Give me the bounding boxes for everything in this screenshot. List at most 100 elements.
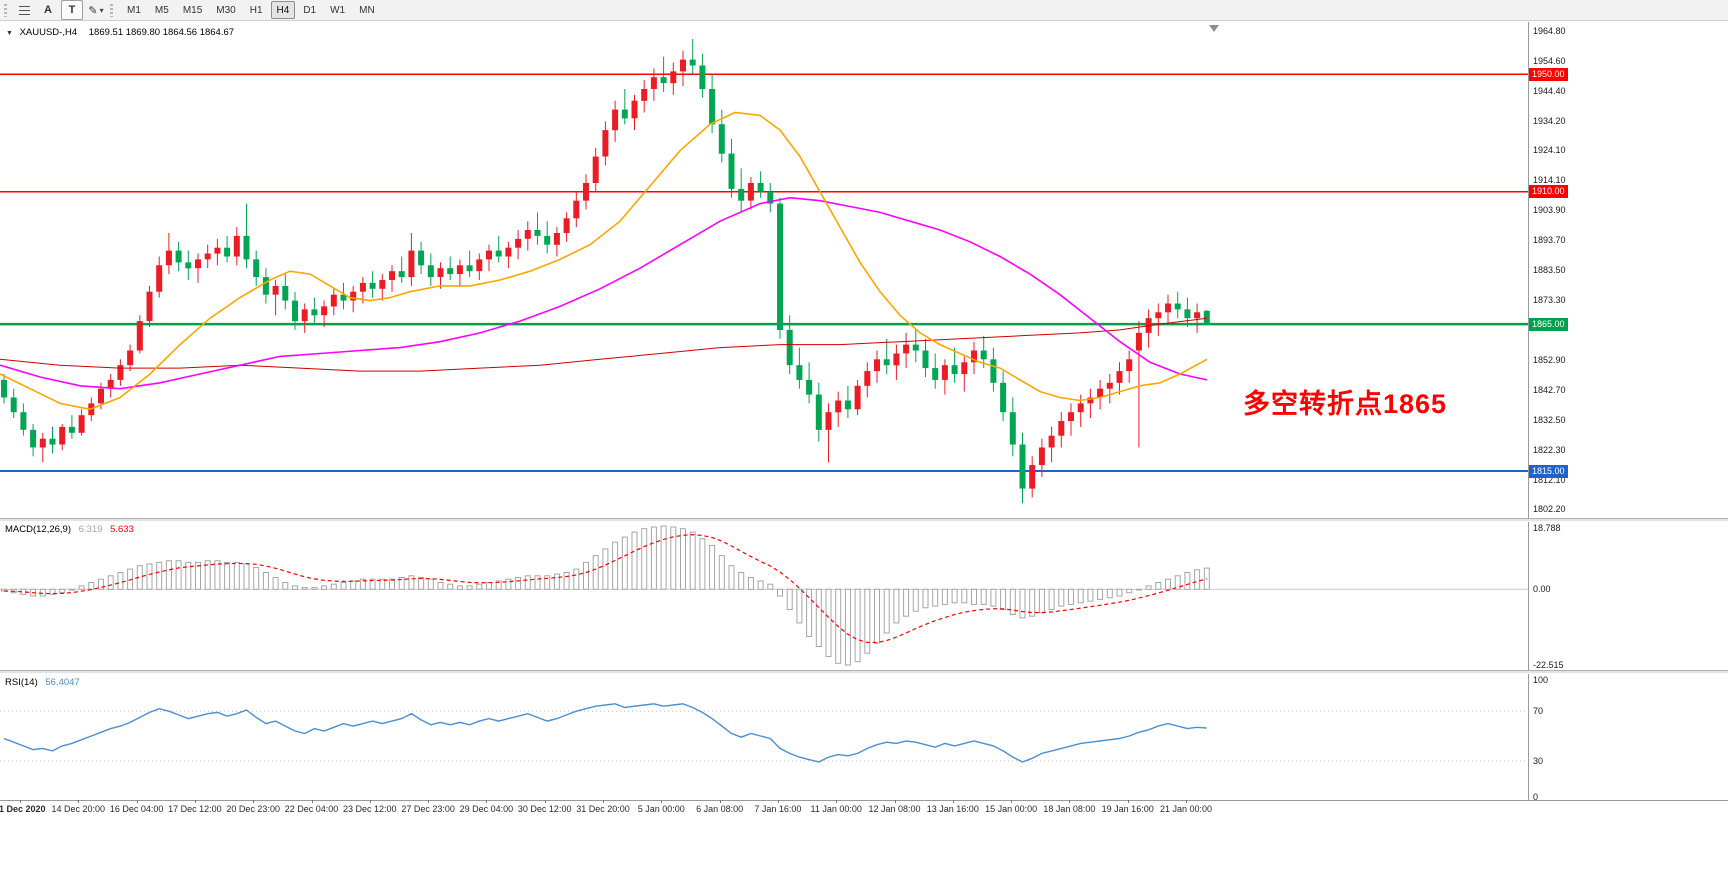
time-axis-label: 7 Jan 16:00 xyxy=(754,804,802,814)
price-axis[interactable] xyxy=(1529,22,1728,800)
rsi-scale-label: 30 xyxy=(1533,755,1544,766)
macd-histogram xyxy=(1,525,1210,666)
rsi-name: RSI(14) xyxy=(5,677,38,688)
time-axis-tick xyxy=(894,800,896,803)
macd-scale-label: -22.515 xyxy=(1533,660,1564,670)
macd-scale-label: 18.788 xyxy=(1533,523,1561,533)
price-tick-label: 1924.10 xyxy=(1533,145,1566,156)
time-axis-tick xyxy=(1186,800,1187,803)
macd-label: MACD(12,26,9) 6.319 5.633 xyxy=(5,524,139,535)
time-axis-tick xyxy=(952,800,954,803)
ma-fast-orange-line xyxy=(0,111,1208,411)
macd-scale-label: 0.00 xyxy=(1533,584,1551,595)
price-tick-label: 1914.10 xyxy=(1533,174,1566,185)
timeframe-toolbar-grip[interactable] xyxy=(110,3,113,17)
timeframe-button-mn[interactable]: MN xyxy=(359,4,375,16)
rsi-scale-label: 0 xyxy=(1533,792,1539,802)
time-axis-tick xyxy=(369,800,371,803)
macd-plot[interactable] xyxy=(0,522,1528,670)
list-icon xyxy=(18,5,30,15)
price-tick-label: 1842.70 xyxy=(1533,384,1566,395)
timeframe-button-m15[interactable]: M15 xyxy=(182,4,203,16)
rsi-label: RSI(14) 56.4047 xyxy=(5,677,85,688)
timeframe-toolbar: M1 M5 M15 M30 H1 H4 D1 W1 MN xyxy=(120,1,382,19)
price-badge-1950.00: 1950.00 xyxy=(1529,67,1568,81)
rsi-panel-splitter[interactable] xyxy=(0,670,1728,674)
one-click-trading-arrow-icon[interactable]: ▼ xyxy=(6,30,13,37)
price-tick-label: 1944.40 xyxy=(1533,85,1566,96)
time-axis-label: 27 Dec 23:00 xyxy=(401,804,455,814)
price-tick-label: 1934.20 xyxy=(1533,115,1566,126)
toolbar: A T ✎ ▾ M1 M5 M15 M30 H1 H4 D1 W1 MN xyxy=(0,0,1728,21)
time-axis-label: 31 Dec 20:00 xyxy=(576,804,630,814)
toolbar-grip[interactable] xyxy=(4,3,7,17)
time-axis-label: 15 Jan 00:00 xyxy=(985,804,1038,814)
rsi-line xyxy=(3,703,1207,763)
time-axis-label: 30 Dec 12:00 xyxy=(517,804,572,814)
price-tick-label: 1903.90 xyxy=(1533,204,1566,215)
rsi-scale-label: 70 xyxy=(1533,706,1544,717)
chevron-down-icon: ▾ xyxy=(99,5,104,15)
timeframe-button-m30[interactable]: M30 xyxy=(216,4,236,16)
time-axis[interactable] xyxy=(0,801,1728,821)
price-tick-label: 1852.90 xyxy=(1533,354,1566,365)
timeframe-button-m1[interactable]: M1 xyxy=(127,4,141,16)
time-axis-label: 16 Dec 04:00 xyxy=(109,804,164,814)
timeframe-button-h1[interactable]: H1 xyxy=(249,4,263,16)
main-chart-plot[interactable] xyxy=(0,22,1528,518)
type-tool-button[interactable]: T xyxy=(61,0,83,20)
time-axis-tick xyxy=(253,800,255,803)
drawing-tools-button[interactable]: ✎ ▾ xyxy=(85,0,107,20)
price-tick-label: 1964.80 xyxy=(1533,25,1566,36)
price-badge-1910.00: 1910.00 xyxy=(1529,185,1568,199)
indicator-list-button[interactable] xyxy=(13,0,35,20)
time-axis-label: 6 Jan 08:00 xyxy=(696,804,744,814)
chart-shift-marker[interactable] xyxy=(1209,25,1219,32)
chart-symbol-period: XAUUSD-,H4 xyxy=(19,27,78,38)
time-axis-tick xyxy=(194,800,196,803)
price-axis-border xyxy=(1528,22,1529,800)
time-axis-label: 29 Dec 04:00 xyxy=(459,804,514,814)
time-axis-label: 5 Jan 00:00 xyxy=(637,804,685,814)
time-axis-label: 19 Jan 16:00 xyxy=(1101,804,1154,814)
time-axis-tick xyxy=(78,800,80,803)
time-axis-label: 23 Dec 12:00 xyxy=(343,804,397,814)
macd-signal-line xyxy=(3,533,1207,644)
timeframe-button-d1[interactable]: D1 xyxy=(303,4,317,16)
rsi-plot[interactable] xyxy=(0,674,1528,798)
chart-annotation[interactable]: 多空转折点1865 xyxy=(1243,389,1448,419)
time-axis-tick xyxy=(719,800,721,803)
chart-ohlc-values: 1869.51 1869.80 1864.56 1864.67 xyxy=(88,27,235,38)
time-axis-label: 12 Jan 08:00 xyxy=(868,804,921,814)
macd-signal-value: 5.633 xyxy=(110,524,134,535)
timeframe-button-h4[interactable]: H4 xyxy=(270,1,296,19)
time-axis-label: 18 Jan 08:00 xyxy=(1043,804,1096,814)
macd-main-value: 6.319 xyxy=(78,524,103,535)
type-tool-icon: T xyxy=(68,4,76,16)
rsi-value: 56.4047 xyxy=(45,677,80,688)
price-tick-label: 1812.10 xyxy=(1533,474,1566,485)
macd-panel-splitter[interactable] xyxy=(0,518,1728,522)
text-tool-button[interactable]: A xyxy=(37,0,59,20)
time-axis-tick xyxy=(311,800,313,803)
time-axis-tick xyxy=(603,800,604,803)
pencil-icon: ✎ xyxy=(88,4,98,17)
chart-title: ▼ XAUUSD-,H4 1869.51 1869.80 1864.56 186… xyxy=(6,27,234,38)
timeframe-button-w1[interactable]: W1 xyxy=(330,4,346,16)
price-tick-label: 1832.50 xyxy=(1533,414,1566,425)
time-axis-tick xyxy=(136,800,138,803)
rsi-scale-label: 100 xyxy=(1533,675,1549,685)
text-tool-icon: A xyxy=(44,4,52,16)
time-axis-tick xyxy=(1011,800,1013,803)
time-axis-tick xyxy=(20,800,21,803)
candlestick-series xyxy=(1,39,1210,504)
time-axis-label: 21 Jan 00:00 xyxy=(1159,804,1213,814)
time-axis-label: 22 Dec 04:00 xyxy=(284,804,339,814)
time-axis-border xyxy=(0,800,1728,801)
time-axis-tick xyxy=(661,800,663,803)
time-axis-tick xyxy=(777,800,779,803)
timeframe-button-m5[interactable]: M5 xyxy=(154,4,169,16)
time-axis-tick xyxy=(1127,800,1129,803)
time-axis-tick xyxy=(486,800,488,803)
ma-mid-magenta-line xyxy=(0,196,1208,390)
